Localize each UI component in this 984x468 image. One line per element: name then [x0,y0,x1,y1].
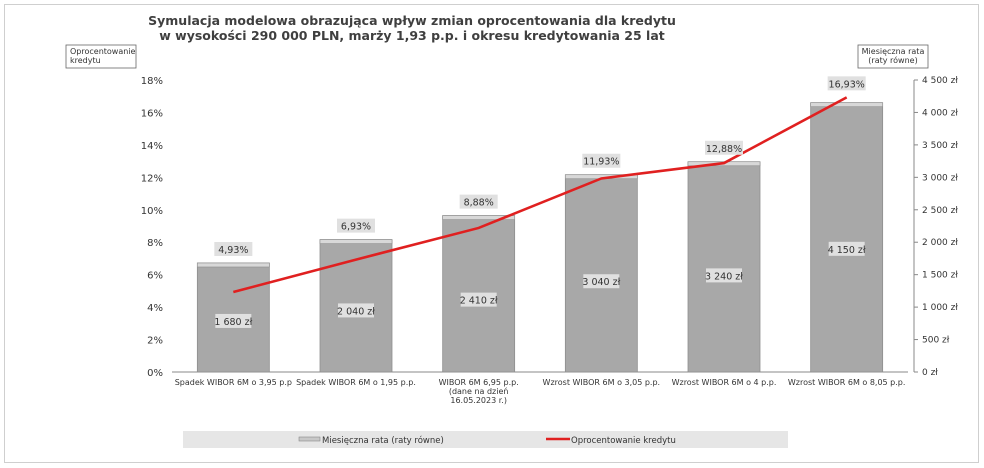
line-value-label: 12,88% [706,144,742,155]
line-value-label: 8,88% [464,198,494,209]
left-tick-label: 18% [141,76,163,87]
bar-top [810,102,883,108]
bar-top [197,262,270,268]
bar-top [442,215,515,220]
chart-title-line: w wysokości 290 000 PLN, marży 1,93 p.p.… [159,28,664,43]
right-tick-label: 500 zł [922,336,950,346]
right-axis-title-box [857,44,929,69]
right-axis-title: (raty równe) [868,55,917,65]
line-value-label: 4,93% [218,245,248,256]
right-tick-label: 4 000 zł [922,108,958,118]
right-tick-label: 3 000 zł [922,173,958,183]
line-value-label-bg [214,241,253,256]
line-value-label: 11,93% [583,157,619,168]
left-tick-label: 4% [147,303,163,314]
category-label: (dane na dzień [449,387,509,396]
left-tick-label: 10% [141,206,163,217]
bar-value-label-bg [215,313,252,328]
category-label: Wzrost WIBOR 6M o 3,05 p.p. [543,378,661,387]
bar-value-label: 3 240 zł [705,271,743,282]
bar-value-label: 2 410 zł [460,296,498,307]
left-axis-title: Oprocentowanie [70,47,136,56]
legend-bar-swatch [298,436,321,442]
left-axis-title: kredytu [70,56,101,65]
bar [810,102,884,373]
left-tick-label: 2% [147,336,163,347]
line-value-label: 16,93% [829,79,865,90]
line-value-label-bg [582,153,621,168]
bar-value-label: 1 680 zł [214,317,252,328]
category-label: Wzrost WIBOR 6M o 4 p.p. [672,378,777,387]
left-tick-label: 16% [141,108,163,119]
line-value-label: 6,93% [341,222,371,233]
bar-value-label-bg [583,274,620,289]
legend-bg [183,431,788,448]
left-tick-label: 8% [147,238,163,249]
bar-value-label: 2 040 zł [337,306,375,317]
left-axis-title-box [65,44,137,69]
chart-title-line: Symulacja modelowa obrazująca wpływ zmia… [148,13,676,28]
line-value-label-bg [337,218,375,233]
line-value-label-bg [827,76,866,91]
left-tick-label: 12% [141,173,163,184]
right-tick-label: 2 500 zł [922,206,958,216]
bar [564,174,638,373]
bar-value-label-bg [828,241,865,256]
rate-line [233,96,848,294]
legend-line-label: Oprocentowanie kredytu [571,436,676,446]
left-tick-label: 14% [141,141,163,152]
category-label: Spadek WIBOR 6M o 3,95 p.p [175,378,292,387]
bar-top [319,239,393,244]
right-tick-label: 2 000 zł [922,238,958,248]
category-label: Wzrost WIBOR 6M o 8,05 p.p. [788,378,906,387]
right-tick-label: 1 000 zł [922,303,958,313]
bar [687,161,761,373]
left-tick-label: 0% [147,368,163,379]
right-tick-label: 0 zł [922,368,938,378]
right-tick-label: 3 500 zł [922,141,958,151]
bar-value-label-bg [706,268,742,283]
right-tick-label: 4 500 zł [922,76,958,86]
line-value-label-bg [705,140,743,155]
right-axis-title: Miesięczna rata [862,47,925,56]
category-label: Spadek WIBOR 6M o 1,95 p.p. [296,378,416,387]
bar-value-label: 3 040 zł [582,277,620,288]
left-tick-label: 6% [147,271,163,282]
bar-value-label: 4 150 zł [828,245,866,256]
right-tick-label: 1 500 zł [922,271,958,281]
category-label: 16.05.2023 r.) [450,396,507,405]
legend-bar-label: Miesięczna rata (raty równe) [322,435,444,446]
bar-value-label-bg [338,303,374,318]
category-label: WIBOR 6M 6,95 p.p. [439,378,519,387]
bar-value-label-bg [460,292,497,307]
line-value-label-bg [459,194,498,209]
